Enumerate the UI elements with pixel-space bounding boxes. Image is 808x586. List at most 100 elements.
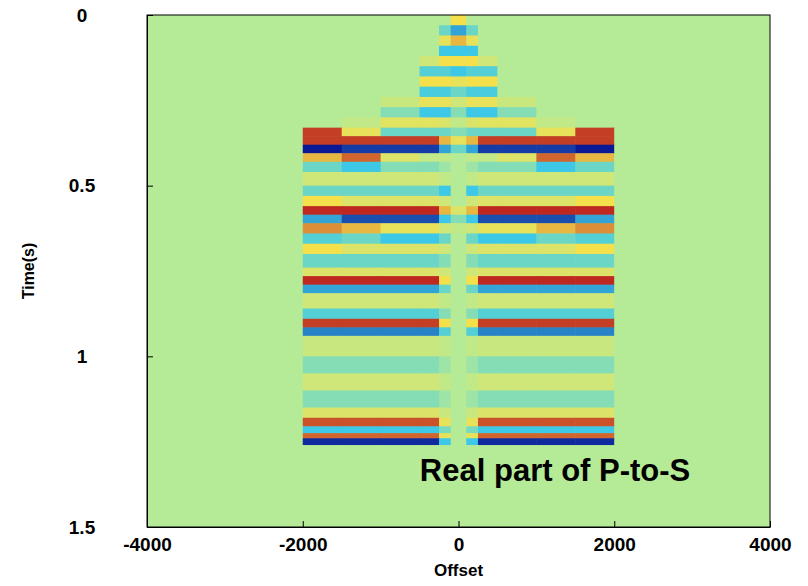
cell bbox=[451, 206, 467, 215]
cell bbox=[451, 285, 467, 294]
cell bbox=[497, 107, 536, 118]
x-tick-label: 0 bbox=[454, 534, 465, 555]
cell bbox=[303, 56, 342, 67]
cell bbox=[451, 136, 467, 145]
cell bbox=[439, 162, 451, 173]
cell bbox=[303, 136, 342, 145]
cell bbox=[439, 309, 451, 320]
cell bbox=[381, 66, 420, 77]
cell bbox=[381, 196, 420, 207]
cell bbox=[381, 268, 420, 277]
cell bbox=[497, 276, 536, 285]
cell bbox=[420, 268, 440, 277]
cell bbox=[147, 136, 303, 145]
cell bbox=[451, 438, 467, 445]
cell bbox=[303, 87, 342, 98]
cell bbox=[303, 390, 342, 408]
cell bbox=[303, 128, 342, 137]
cell bbox=[439, 136, 451, 145]
cell bbox=[614, 426, 770, 433]
y-tick-mark bbox=[147, 186, 153, 187]
cell bbox=[420, 76, 440, 87]
cell bbox=[614, 319, 770, 328]
cell bbox=[466, 293, 478, 309]
cell bbox=[478, 25, 498, 36]
cell bbox=[303, 117, 342, 128]
cell bbox=[478, 128, 498, 137]
cell bbox=[536, 153, 575, 162]
cell bbox=[342, 268, 381, 277]
cell bbox=[497, 327, 536, 336]
cell bbox=[439, 356, 451, 374]
cell bbox=[147, 268, 303, 277]
cell bbox=[439, 215, 451, 224]
cell bbox=[342, 336, 381, 357]
cell bbox=[420, 327, 440, 336]
cell bbox=[342, 136, 381, 145]
cell bbox=[536, 117, 575, 128]
cell bbox=[497, 233, 536, 244]
cell bbox=[536, 244, 575, 255]
cell bbox=[303, 336, 342, 357]
cell bbox=[381, 15, 420, 26]
cell bbox=[303, 254, 342, 268]
cell bbox=[303, 206, 342, 215]
cell bbox=[614, 162, 770, 173]
cell bbox=[575, 408, 614, 419]
cell bbox=[497, 438, 536, 445]
cell bbox=[303, 356, 342, 374]
cell bbox=[466, 276, 478, 285]
cell bbox=[420, 390, 440, 408]
cell bbox=[451, 276, 467, 285]
cell bbox=[466, 327, 478, 336]
x-tick-mark bbox=[459, 521, 460, 527]
cell bbox=[575, 136, 614, 145]
cell bbox=[478, 186, 498, 197]
cell bbox=[478, 66, 498, 77]
cell bbox=[381, 215, 420, 224]
cell bbox=[439, 233, 451, 244]
plot-frame bbox=[147, 15, 770, 527]
cell bbox=[466, 25, 478, 36]
cell bbox=[478, 162, 498, 173]
cell bbox=[439, 336, 451, 357]
cell bbox=[575, 128, 614, 137]
cell bbox=[478, 244, 498, 255]
cell bbox=[420, 15, 440, 26]
cell bbox=[439, 35, 451, 46]
cell bbox=[497, 418, 536, 427]
cell bbox=[466, 97, 478, 108]
cell bbox=[466, 56, 478, 67]
cell bbox=[497, 433, 536, 439]
cell bbox=[439, 327, 451, 336]
cell bbox=[381, 445, 420, 527]
cell bbox=[303, 172, 342, 186]
x-tick: 4000 bbox=[749, 521, 791, 555]
cell bbox=[147, 35, 303, 46]
cell bbox=[575, 268, 614, 277]
cell bbox=[420, 408, 440, 419]
cell bbox=[536, 162, 575, 173]
x-tick: 2000 bbox=[594, 521, 636, 555]
cell bbox=[420, 136, 440, 145]
cell bbox=[451, 408, 467, 419]
cell bbox=[147, 172, 303, 186]
cell bbox=[575, 145, 614, 154]
cell bbox=[614, 254, 770, 268]
cell bbox=[451, 244, 467, 255]
cell bbox=[342, 433, 381, 439]
x-axis-title: Offset bbox=[434, 561, 483, 580]
cell bbox=[303, 268, 342, 277]
cell bbox=[342, 390, 381, 408]
cell bbox=[147, 254, 303, 268]
cell bbox=[381, 319, 420, 328]
x-tick-label: -4000 bbox=[123, 534, 172, 555]
cell bbox=[575, 76, 614, 87]
cell bbox=[536, 433, 575, 439]
cell bbox=[303, 426, 342, 433]
cell bbox=[478, 196, 498, 207]
y-tick: 0 bbox=[77, 5, 153, 26]
cell bbox=[342, 254, 381, 268]
cell bbox=[147, 107, 303, 118]
cell bbox=[381, 46, 420, 57]
